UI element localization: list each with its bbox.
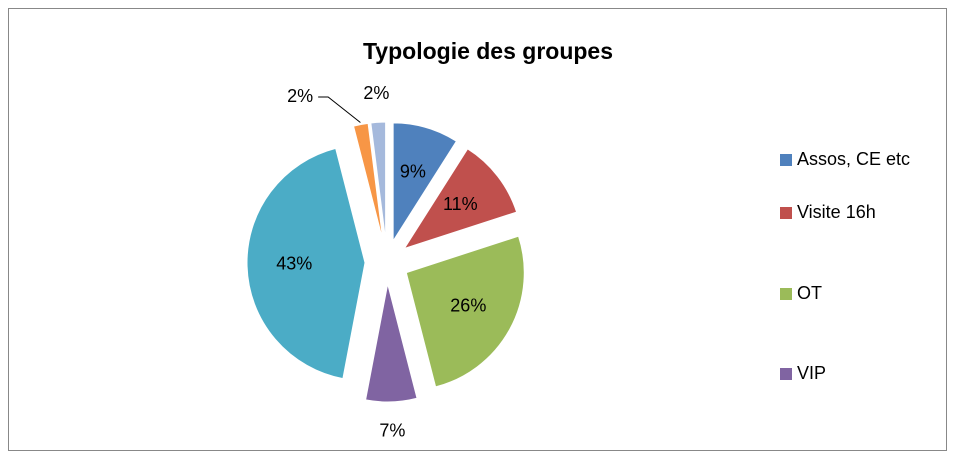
pie-slice: [405, 235, 525, 388]
legend-label: OT: [797, 283, 822, 303]
data-label: 7%: [379, 421, 405, 441]
pie-slice: [370, 121, 387, 241]
data-label: 9%: [400, 162, 426, 182]
chart-title: Typologie des groupes: [363, 38, 613, 64]
pie-slice: [392, 122, 458, 243]
data-label: 43%: [276, 254, 312, 274]
legend-swatch: [780, 154, 792, 166]
legend-label: Visite 16h: [797, 202, 876, 222]
pie-slice: [246, 147, 366, 380]
legend-swatch: [780, 288, 792, 300]
legend-label: VIP: [797, 363, 826, 383]
legend-label: Assos, CE etc: [797, 149, 910, 169]
data-label: 11%: [443, 194, 478, 214]
legend-swatch: [780, 368, 792, 380]
legend-swatch: [780, 207, 792, 219]
data-label: 2%: [287, 86, 313, 106]
data-label: 26%: [450, 295, 486, 315]
pie-slice: [352, 122, 384, 241]
pie-slice: [403, 148, 518, 250]
leader-line: [318, 96, 361, 123]
pie-slice: [364, 283, 418, 403]
data-label: 2%: [363, 83, 389, 103]
chart-border: [8, 8, 947, 451]
